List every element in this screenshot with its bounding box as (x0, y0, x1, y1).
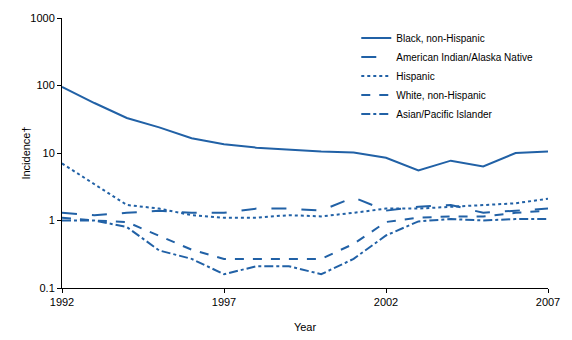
svg-text:100: 100 (36, 79, 54, 91)
svg-text:1997: 1997 (212, 296, 236, 308)
svg-text:White, non-Hispanic: White, non-Hispanic (396, 90, 485, 101)
svg-text:2002: 2002 (374, 296, 398, 308)
svg-text:Year: Year (294, 321, 317, 333)
svg-text:Black, non-Hispanic: Black, non-Hispanic (396, 33, 484, 44)
svg-text:American Indian/Alaska Native: American Indian/Alaska Native (396, 52, 533, 63)
svg-text:2007: 2007 (536, 296, 560, 308)
svg-text:0.1: 0.1 (40, 282, 55, 294)
svg-text:Hispanic: Hispanic (396, 71, 434, 82)
svg-text:1992: 1992 (50, 296, 74, 308)
svg-text:1: 1 (49, 214, 55, 226)
svg-text:1000: 1000 (30, 12, 54, 24)
svg-text:Incidence†: Incidence† (20, 126, 32, 179)
svg-text:Asian/Pacific Islander: Asian/Pacific Islander (396, 109, 492, 120)
svg-text:10: 10 (43, 147, 55, 159)
